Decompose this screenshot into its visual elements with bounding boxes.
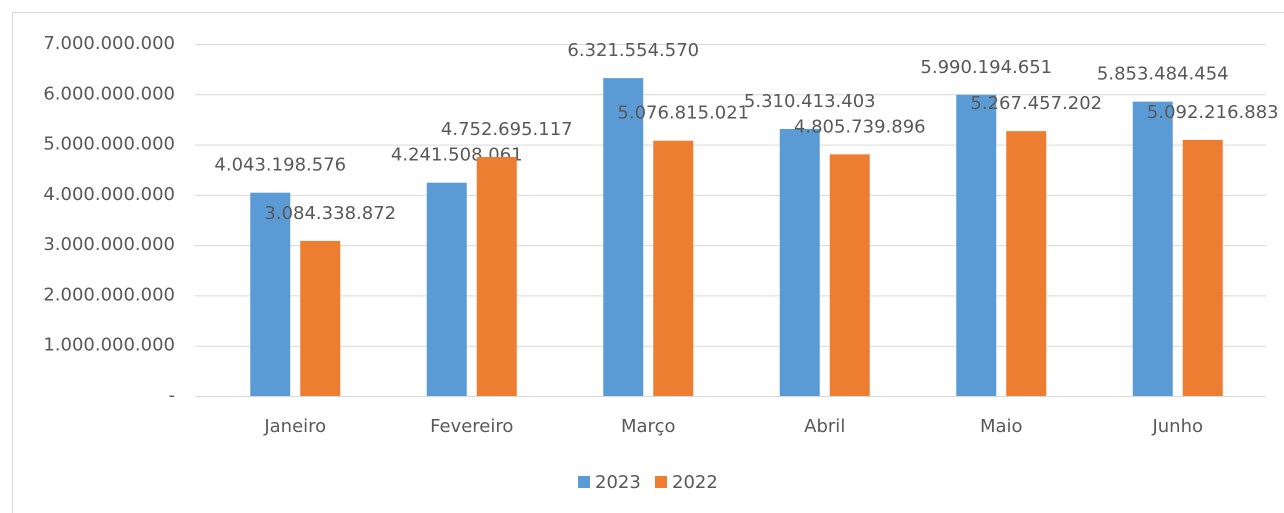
- x-tick-label: Maio: [980, 416, 1023, 437]
- bar: [300, 240, 341, 396]
- bar: [1132, 101, 1173, 396]
- value-label: 5.310.413.403: [744, 91, 876, 112]
- value-label: 4.043.198.576: [214, 155, 346, 176]
- x-tick-label: Janeiro: [263, 416, 326, 437]
- legend-swatch: [578, 476, 590, 488]
- bar: [1006, 131, 1047, 397]
- value-label: 5.853.484.454: [1097, 64, 1229, 85]
- value-label: 5.267.457.202: [970, 93, 1102, 114]
- value-label: 3.084.338.872: [264, 203, 396, 224]
- y-tick-label: 5.000.000.000: [43, 134, 175, 155]
- bar: [426, 182, 467, 396]
- y-tick-label: 2.000.000.000: [43, 284, 175, 305]
- x-tick-label: Junho: [1151, 416, 1203, 437]
- bar: [956, 94, 997, 397]
- chart-border: [12, 12, 1284, 513]
- bar: [250, 192, 291, 396]
- x-tick-label: Abril: [804, 416, 845, 437]
- legend-swatch: [655, 476, 667, 488]
- value-label: 5.092.216.883: [1147, 102, 1279, 123]
- legend-label: 2022: [672, 472, 718, 493]
- value-label: 4.805.739.896: [794, 116, 926, 137]
- bar: [829, 154, 870, 396]
- x-tick-label: Fevereiro: [430, 416, 513, 437]
- bar: [603, 78, 644, 396]
- y-tick-label: 1.000.000.000: [43, 335, 175, 356]
- value-label: 5.076.815.021: [617, 103, 749, 124]
- y-tick-label: -: [169, 385, 176, 406]
- value-label: 6.321.554.570: [567, 40, 699, 61]
- value-label: 4.752.695.117: [441, 119, 573, 140]
- y-tick-label: 3.000.000.000: [43, 234, 175, 255]
- y-tick-label: 4.000.000.000: [43, 184, 175, 205]
- legend-label: 2023: [595, 472, 641, 493]
- y-tick-label: 7.000.000.000: [43, 33, 175, 54]
- y-tick-label: 6.000.000.000: [43, 83, 175, 104]
- bar: [476, 157, 517, 396]
- bar: [1182, 139, 1223, 396]
- value-label: 5.990.194.651: [920, 57, 1052, 78]
- bar: [779, 128, 820, 396]
- bar: [653, 140, 694, 396]
- x-tick-label: Março: [621, 416, 675, 437]
